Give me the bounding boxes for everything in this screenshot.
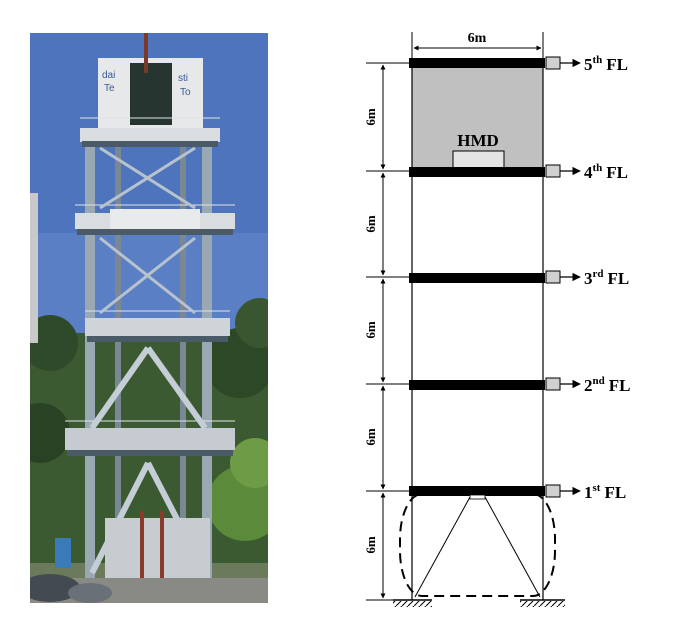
hmd-block [452,150,505,169]
floor-label-5: 5th FL [584,54,628,74]
parked-car [30,574,80,602]
sensor-3 [545,270,561,284]
sign-text-1: dai [102,70,115,81]
ground-shed [55,511,210,583]
ground-supports [393,599,565,607]
floor-sensors: 5th FL 4th FL 3rd FL 2nd FL 1st FL [545,54,630,502]
slab-2 [409,380,545,390]
test-tower-photo: dai Te sti To [30,33,268,603]
adjacent-building [30,193,38,343]
height-label-3: 6m [363,321,378,339]
slab-5 [409,58,545,68]
height-label-4: 6m [363,215,378,233]
hmd-storey [412,63,543,171]
sensor-5 [545,56,561,70]
width-dimension: 6m [411,31,544,58]
slab-3 [409,273,545,283]
width-label: 6m [468,31,487,46]
sign-text-2: Te [104,83,115,94]
height-label-5: 6m [363,108,378,126]
floor-platforms [65,128,235,456]
sensor-2 [545,377,561,391]
bottom-bracing [414,494,541,598]
hmd-label: HMD [457,131,499,150]
floor-label-1: 1st FL [584,482,626,502]
dashed-ground-outline [399,493,556,597]
top-room: dai Te sti To [98,33,203,128]
sign-text-3: sti [178,73,188,84]
sensor-4 [545,164,561,178]
height-dimensions: 6m 6m 6m 6m 6m [363,62,412,601]
floor-slabs [409,58,545,496]
height-label-2: 6m [363,428,378,446]
slab-4 [409,167,545,177]
tower-frame [85,138,212,583]
sensor-1 [545,484,561,498]
floor-label-4: 4th FL [584,162,628,182]
height-label-1: 6m [363,536,378,554]
sign-text-4: To [180,87,191,98]
floor-label-2: 2nd FL [584,375,630,395]
floor-label-3: 3rd FL [584,268,629,288]
slab-1 [409,486,545,496]
